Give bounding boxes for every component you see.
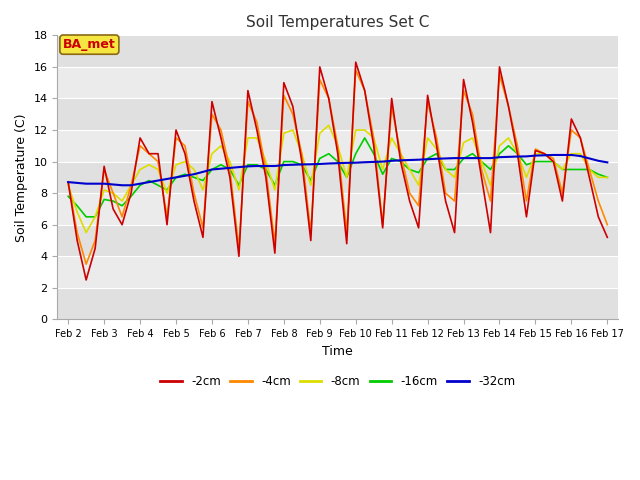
Line: -8cm: -8cm: [68, 125, 607, 233]
-16cm: [370, 151, 378, 156]
X-axis label: Time: Time: [323, 345, 353, 358]
-8cm: [550, 159, 557, 165]
-16cm: [262, 167, 269, 172]
-32cm: [604, 159, 611, 165]
Bar: [58, 67, 618, 98]
-4cm: [604, 222, 611, 228]
-8cm: [83, 230, 90, 236]
-16cm: [604, 175, 611, 180]
Bar: [58, 193, 618, 225]
-2cm: [181, 151, 189, 156]
-2cm: [370, 143, 378, 149]
-32cm: [199, 169, 207, 175]
-32cm: [397, 157, 404, 163]
Line: -32cm: -32cm: [68, 155, 607, 185]
-4cm: [550, 156, 557, 161]
-16cm: [83, 214, 90, 220]
-16cm: [406, 167, 413, 172]
Title: Soil Temperatures Set C: Soil Temperatures Set C: [246, 15, 429, 30]
-2cm: [262, 175, 269, 180]
Bar: [58, 225, 618, 256]
-8cm: [604, 175, 611, 180]
-4cm: [262, 167, 269, 172]
Y-axis label: Soil Temperature (C): Soil Temperature (C): [15, 113, 28, 241]
-2cm: [406, 198, 413, 204]
-8cm: [406, 167, 413, 172]
-4cm: [83, 261, 90, 267]
-16cm: [361, 135, 369, 141]
Bar: [58, 130, 618, 162]
-2cm: [65, 179, 72, 185]
Line: -16cm: -16cm: [68, 138, 607, 217]
Line: -2cm: -2cm: [68, 62, 607, 280]
Bar: [58, 288, 618, 319]
-16cm: [550, 159, 557, 165]
Bar: [58, 256, 618, 288]
-4cm: [370, 135, 378, 141]
-8cm: [325, 122, 333, 128]
-32cm: [181, 173, 189, 179]
-2cm: [199, 234, 207, 240]
Line: -4cm: -4cm: [68, 70, 607, 264]
-32cm: [262, 163, 269, 169]
-4cm: [199, 225, 207, 231]
-32cm: [65, 179, 72, 185]
Bar: [58, 36, 618, 67]
-8cm: [199, 187, 207, 193]
Bar: [58, 98, 618, 130]
-2cm: [352, 60, 360, 65]
-16cm: [199, 178, 207, 183]
-8cm: [181, 159, 189, 165]
-2cm: [604, 234, 611, 240]
-4cm: [65, 179, 72, 185]
Bar: [58, 162, 618, 193]
-8cm: [370, 135, 378, 141]
-16cm: [181, 171, 189, 177]
-32cm: [361, 159, 369, 165]
-32cm: [541, 152, 548, 158]
-4cm: [406, 190, 413, 196]
-32cm: [118, 182, 126, 188]
-16cm: [65, 193, 72, 199]
Legend: -2cm, -4cm, -8cm, -16cm, -32cm: -2cm, -4cm, -8cm, -16cm, -32cm: [156, 371, 520, 393]
-32cm: [550, 152, 557, 158]
-4cm: [352, 67, 360, 73]
-2cm: [83, 277, 90, 283]
-8cm: [262, 159, 269, 165]
-8cm: [65, 182, 72, 188]
-2cm: [550, 159, 557, 165]
Text: BA_met: BA_met: [63, 38, 116, 51]
-4cm: [181, 143, 189, 149]
